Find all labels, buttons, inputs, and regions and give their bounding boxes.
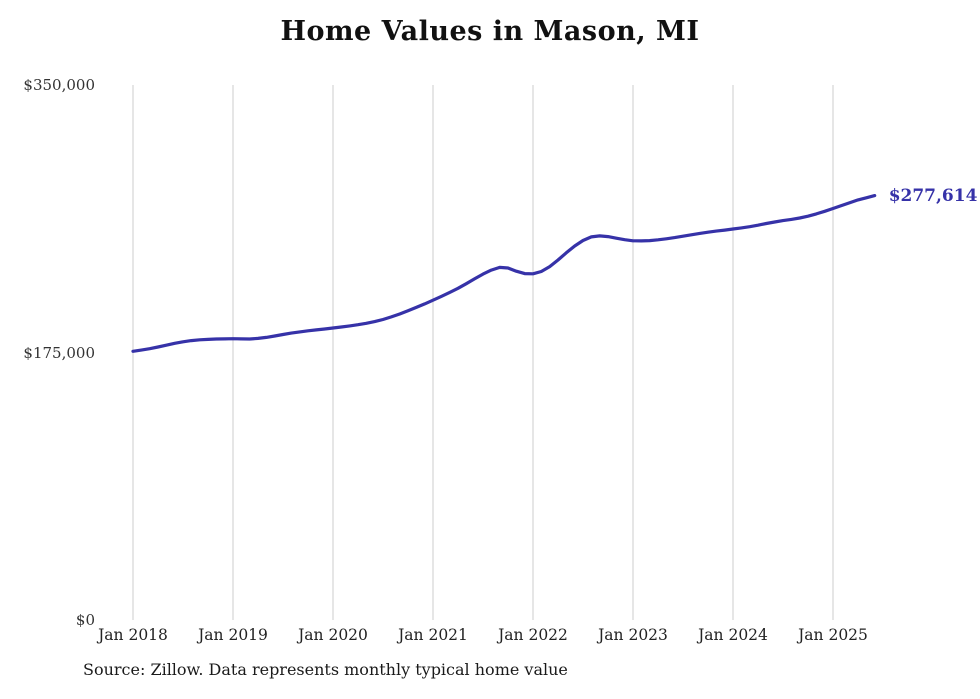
x-tick-label: Jan 2021 xyxy=(398,626,468,644)
x-tick-label: Jan 2025 xyxy=(798,626,868,644)
home-value-line xyxy=(131,194,877,353)
x-tick-label: Jan 2023 xyxy=(598,626,668,644)
source-note: Source: Zillow. Data represents monthly … xyxy=(83,660,568,679)
y-tick-label: $350,000 xyxy=(23,76,95,94)
x-tick-label: Jan 2022 xyxy=(498,626,568,644)
x-tick-label: Jan 2018 xyxy=(98,626,168,644)
x-tick-label: Jan 2024 xyxy=(698,626,768,644)
chart-title: Home Values in Mason, MI xyxy=(280,16,700,47)
end-value-label: $277,614 xyxy=(888,185,978,206)
x-tick-label: Jan 2019 xyxy=(198,626,268,644)
y-tick-label: $0 xyxy=(75,611,95,629)
y-tick-label: $175,000 xyxy=(23,343,95,362)
x-tick-label: Jan 2020 xyxy=(298,626,368,644)
